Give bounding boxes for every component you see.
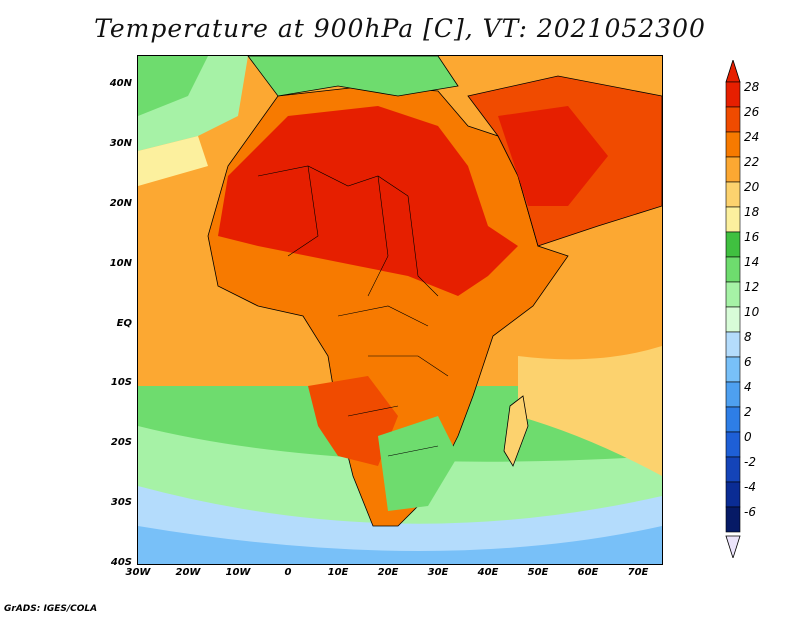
colorbar-label: -2 — [744, 455, 756, 469]
lat-label-20s: 20S — [110, 437, 132, 448]
colorbar-label: 10 — [744, 305, 760, 319]
colorbar-label: 24 — [744, 130, 760, 144]
colorbar-label: 20 — [744, 180, 760, 194]
lat-label-eq: EQ — [116, 318, 132, 329]
colorbar-bottom-arrow — [725, 535, 741, 558]
mild-band — [138, 136, 208, 186]
lat-label-40n: 40N — [109, 78, 132, 89]
lon-label-30e: 30E — [427, 567, 449, 578]
colorbar-swatch — [725, 456, 741, 483]
colorbar-swatch — [725, 506, 741, 533]
colorbar-swatch — [725, 106, 741, 133]
lat-label-10s: 10S — [110, 377, 132, 388]
colorbar-swatch — [725, 131, 741, 158]
lon-label-20w: 20W — [175, 567, 201, 578]
colorbar-top-arrow — [725, 60, 741, 83]
colorbar-swatch — [725, 306, 741, 333]
colorbar-label: -6 — [744, 505, 756, 519]
colorbar-label: 22 — [744, 155, 760, 169]
colorbar-label: 16 — [744, 230, 760, 244]
colorbar-label: 14 — [744, 255, 760, 269]
colder-band — [138, 526, 662, 564]
colorbar-swatch — [725, 481, 741, 508]
colorbar-label: 26 — [744, 105, 760, 119]
southern-hot-zone — [308, 376, 398, 466]
colorbar-swatch — [725, 406, 741, 433]
europe-landmass — [247, 56, 459, 97]
lat-label-10n: 10N — [109, 258, 132, 269]
colorbar-swatch — [725, 281, 741, 308]
colorbar-swatch — [725, 431, 741, 458]
colorbar-label: 8 — [744, 330, 752, 344]
cool-patch — [138, 56, 208, 116]
sahara-hot-zone — [218, 106, 518, 296]
credit-text: GrADS: IGES/COLA — [4, 604, 98, 614]
southeast-cool-zone — [378, 416, 458, 511]
arabia-hot-zone — [498, 106, 608, 206]
colorbar-label: -4 — [744, 480, 756, 494]
map-title: Temperature at 900hPa [C], VT: 202105230… — [94, 14, 706, 43]
colorbar — [725, 60, 741, 558]
lat-label-40s: 40S — [110, 557, 132, 568]
lon-label-40e: 40E — [477, 567, 499, 578]
colorbar-swatch — [725, 156, 741, 183]
country-borders — [257, 165, 449, 457]
colorbar-swatch — [725, 231, 741, 258]
colorbar-swatch — [725, 381, 741, 408]
colorbar-swatch — [725, 206, 741, 233]
colorbar-label: 2 — [744, 405, 752, 419]
lat-label-20n: 20N — [109, 198, 132, 209]
temperature-map — [137, 55, 663, 565]
colorbar-swatch — [725, 256, 741, 283]
map-canvas — [138, 56, 662, 564]
colorbar-label: 18 — [744, 205, 760, 219]
colorbar-label: 6 — [744, 355, 752, 369]
lon-label-0: 0 — [284, 567, 292, 578]
lon-label-10w: 10W — [225, 567, 251, 578]
lon-label-70e: 70E — [627, 567, 649, 578]
lon-label-50e: 50E — [527, 567, 549, 578]
colorbar-swatch — [725, 81, 741, 108]
colorbar-swatch — [725, 181, 741, 208]
lon-label-60e: 60E — [577, 567, 599, 578]
colorbar-label: 4 — [744, 380, 752, 394]
lat-label-30n: 30N — [109, 138, 132, 149]
colorbar-swatch — [725, 356, 741, 383]
colorbar-label: 12 — [744, 280, 760, 294]
lon-label-30w: 30W — [125, 567, 151, 578]
colorbar-label: 28 — [744, 80, 760, 94]
madagascar — [503, 395, 529, 467]
lon-label-10e: 10E — [327, 567, 349, 578]
colorbar-label: 0 — [744, 430, 752, 444]
indian-ocean-warm — [518, 346, 662, 476]
lat-label-30s: 30S — [110, 497, 132, 508]
colorbar-swatch — [725, 331, 741, 358]
lon-label-20e: 20E — [377, 567, 399, 578]
